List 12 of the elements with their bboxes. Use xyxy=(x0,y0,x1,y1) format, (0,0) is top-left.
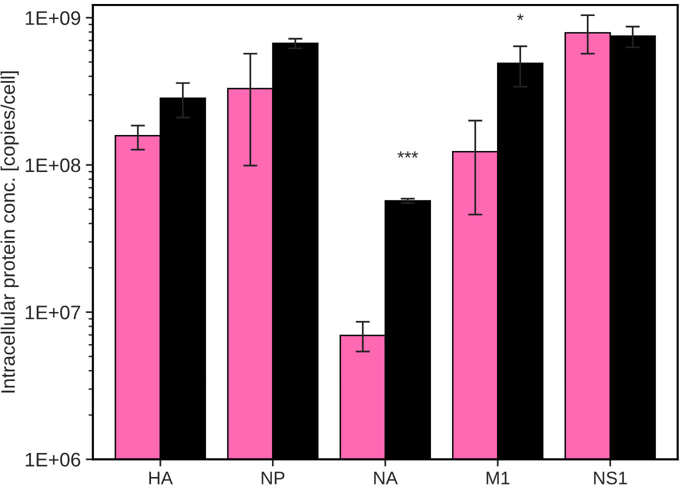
y-tick-label: 1E+07 xyxy=(26,306,80,320)
annotation: *** xyxy=(398,151,418,158)
annotation: * xyxy=(517,14,524,20)
y-axis-title: Intracellular protein conc. [copies/cell] xyxy=(0,71,19,392)
x-tick-label: NS1 xyxy=(594,472,627,484)
y-tick-label: 1E+08 xyxy=(26,158,80,172)
x-tick-label: HA xyxy=(149,472,173,484)
x-tick-label: NA xyxy=(374,472,398,484)
x-tick-label: NP xyxy=(262,472,284,484)
y-tick-label: 1E+09 xyxy=(26,11,80,25)
y-tick-label: 1E+06 xyxy=(26,452,80,467)
x-tick-label: M1 xyxy=(486,472,510,484)
